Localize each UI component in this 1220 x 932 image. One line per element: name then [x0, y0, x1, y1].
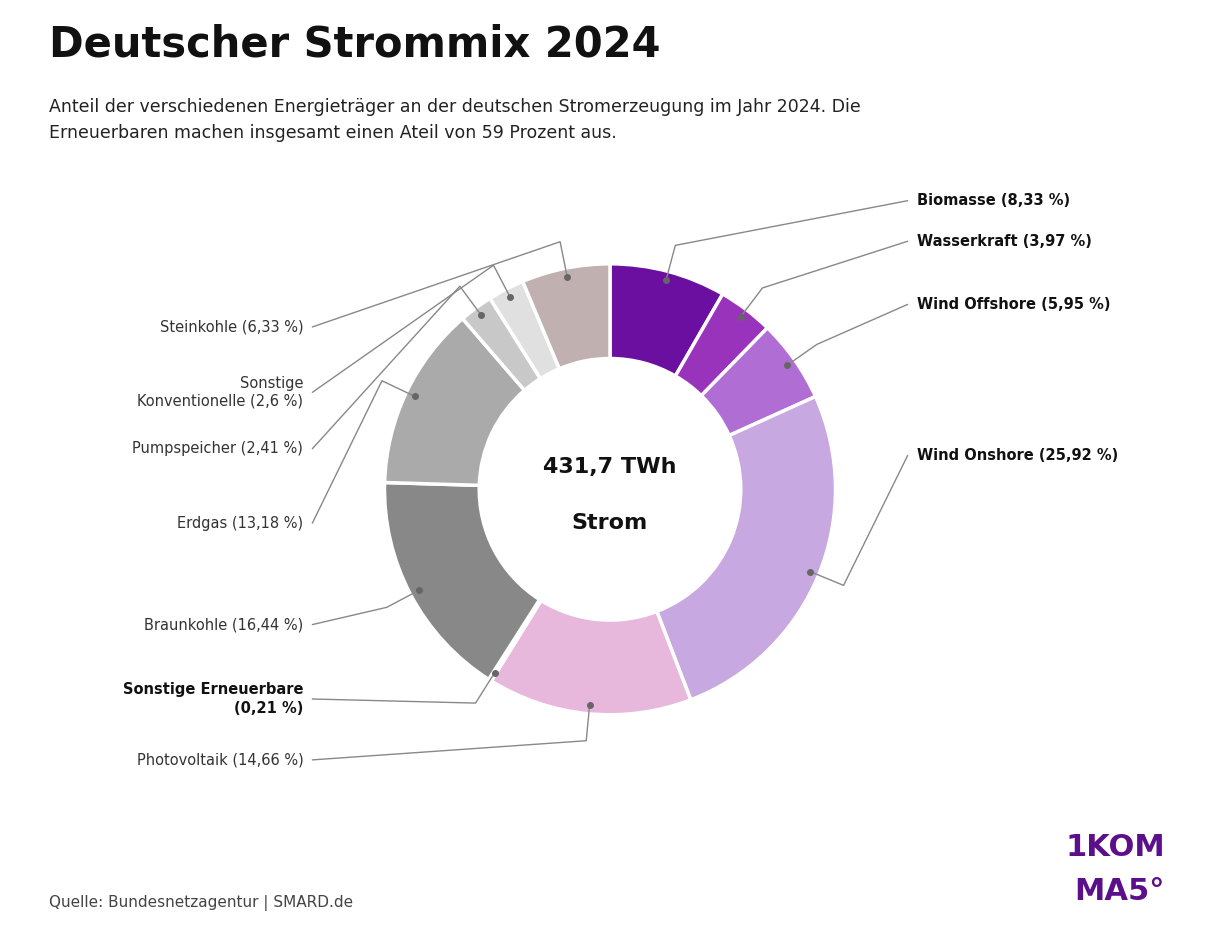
Wedge shape: [702, 328, 815, 435]
Text: Braunkohle (16,44 %): Braunkohle (16,44 %): [144, 617, 304, 632]
Text: Wind Onshore (25,92 %): Wind Onshore (25,92 %): [916, 448, 1118, 463]
Text: Sonstige Erneuerbare
(0,21 %): Sonstige Erneuerbare (0,21 %): [123, 682, 304, 716]
Text: Quelle: Bundesnetzagentur | SMARD.de: Quelle: Bundesnetzagentur | SMARD.de: [49, 896, 353, 911]
Text: 431,7 TWh: 431,7 TWh: [543, 457, 677, 477]
Wedge shape: [676, 294, 767, 396]
Text: Biomasse (8,33 %): Biomasse (8,33 %): [916, 193, 1070, 208]
Wedge shape: [462, 298, 540, 391]
Text: 1KOM: 1KOM: [1065, 833, 1165, 862]
Text: Pumpspeicher (2,41 %): Pumpspeicher (2,41 %): [133, 441, 304, 456]
Text: Sonstige
Konventionelle (2,6 %): Sonstige Konventionelle (2,6 %): [138, 377, 304, 408]
Wedge shape: [522, 264, 610, 369]
Wedge shape: [384, 319, 525, 486]
Text: Anteil der verschiedenen Energieträger an der deutschen Stromerzeugung im Jahr 2: Anteil der verschiedenen Energieträger a…: [49, 98, 860, 143]
Text: Deutscher Strommix 2024: Deutscher Strommix 2024: [49, 23, 660, 65]
Text: MA5°: MA5°: [1075, 877, 1165, 906]
Wedge shape: [610, 264, 722, 376]
Text: Strom: Strom: [572, 514, 648, 533]
Text: Wind Offshore (5,95 %): Wind Offshore (5,95 %): [916, 297, 1110, 312]
Wedge shape: [492, 600, 691, 715]
Wedge shape: [489, 599, 542, 681]
Text: Steinkohle (6,33 %): Steinkohle (6,33 %): [160, 320, 304, 335]
Wedge shape: [384, 483, 539, 679]
Wedge shape: [656, 396, 836, 700]
Text: Erdgas (13,18 %): Erdgas (13,18 %): [177, 515, 304, 530]
Text: Wasserkraft (3,97 %): Wasserkraft (3,97 %): [916, 234, 1092, 249]
Text: Photovoltaik (14,66 %): Photovoltaik (14,66 %): [137, 752, 304, 767]
Wedge shape: [490, 281, 559, 378]
